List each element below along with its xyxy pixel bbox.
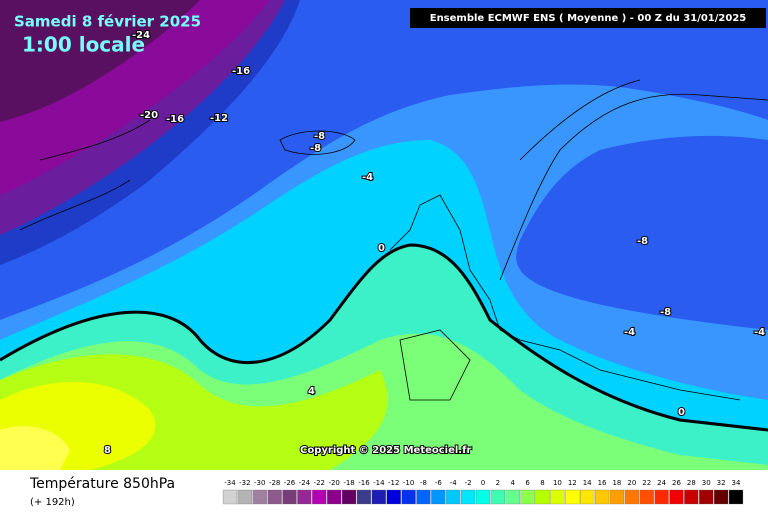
legend-swatch xyxy=(565,489,580,505)
contour-label: -24 xyxy=(132,30,150,41)
legend-label: 10 xyxy=(553,479,562,487)
contour-label: -12 xyxy=(210,113,228,124)
legend-swatch xyxy=(282,489,297,505)
legend-label: -28 xyxy=(269,479,280,487)
contour-label: 0 xyxy=(378,243,385,254)
legend-label: 22 xyxy=(642,479,651,487)
legend-label: 20 xyxy=(627,479,636,487)
legend-swatch xyxy=(461,489,476,505)
contour-label: -8 xyxy=(637,236,648,247)
model-run: Ensemble ECMWF ENS ( Moyenne ) - 00 Z du… xyxy=(430,13,747,24)
legend-label: 4 xyxy=(511,479,516,487)
legend-label: 18 xyxy=(612,479,621,487)
legend-swatch xyxy=(416,489,431,505)
contour-label: -4 xyxy=(362,172,373,183)
legend-swatch xyxy=(550,489,565,505)
legend-label: -6 xyxy=(435,479,443,487)
legend-label: -2 xyxy=(465,479,472,487)
contour-label: 4 xyxy=(308,386,315,397)
legend-label: 16 xyxy=(598,479,607,487)
legend-label: 6 xyxy=(525,479,530,487)
legend-label: 0 xyxy=(481,479,485,487)
forecast-date: Samedi 8 février 2025 xyxy=(14,13,201,31)
legend-label: 26 xyxy=(672,479,681,487)
legend-label: -4 xyxy=(450,479,458,487)
legend-swatch xyxy=(505,489,520,505)
legend-label: 30 xyxy=(702,479,711,487)
legend-swatch xyxy=(609,489,625,505)
legend-label: -18 xyxy=(343,479,354,487)
legend-label: 12 xyxy=(568,479,577,487)
legend-swatch xyxy=(267,489,282,505)
legend-swatch xyxy=(728,489,744,505)
legend-label: 8 xyxy=(540,479,544,487)
contour-label: -16 xyxy=(232,66,250,77)
contour-label: -4 xyxy=(754,327,765,338)
legend-swatch xyxy=(312,489,327,505)
legend-swatch xyxy=(237,489,252,505)
legend-swatch xyxy=(639,489,654,505)
legend-swatch xyxy=(475,489,491,505)
legend-swatch xyxy=(594,489,610,505)
legend-swatch xyxy=(222,489,238,505)
contour-label: -8 xyxy=(660,307,671,318)
legend-label: -26 xyxy=(284,479,296,487)
legend-label: -34 xyxy=(224,479,236,487)
legend-label: -16 xyxy=(358,479,370,487)
header-bar xyxy=(410,8,766,28)
legend-label: -14 xyxy=(373,479,385,487)
legend-label: -24 xyxy=(299,479,311,487)
contour-label: 8 xyxy=(104,445,111,456)
legend-swatch xyxy=(699,489,714,505)
forecast-time: 1:00 locale xyxy=(22,33,145,57)
legend-swatch xyxy=(386,489,401,505)
temperature-field xyxy=(0,0,768,471)
legend-label: 28 xyxy=(687,479,696,487)
legend-swatch xyxy=(431,489,446,505)
legend-swatch xyxy=(327,489,342,505)
contour-label: -20 xyxy=(140,110,158,121)
legend-label: 24 xyxy=(657,479,666,487)
contour-label: -8 xyxy=(310,143,321,154)
legend-label: 34 xyxy=(732,479,741,487)
field-title: Température 850hPa xyxy=(29,476,175,492)
legend-swatch xyxy=(401,489,416,505)
legend-label: -30 xyxy=(254,479,265,487)
legend-swatch xyxy=(535,489,550,505)
legend-swatch xyxy=(669,489,684,505)
legend-label: 14 xyxy=(583,479,592,487)
contour-label: -4 xyxy=(624,327,635,338)
legend-swatch xyxy=(252,489,267,505)
legend-swatch xyxy=(684,489,699,505)
copyright: Copyright © 2025 Meteociel.fr xyxy=(300,445,471,456)
legend-swatch xyxy=(580,489,595,505)
contour-label: 0 xyxy=(678,407,685,418)
legend-swatch xyxy=(341,489,357,505)
contour-label: -8 xyxy=(314,131,325,142)
lead-time: (+ 192h) xyxy=(30,497,75,508)
legend-swatch xyxy=(371,489,386,505)
contour-label: -16 xyxy=(166,114,184,125)
legend-swatch xyxy=(356,489,372,505)
coastlines xyxy=(19,79,768,401)
legend-swatch xyxy=(654,489,669,505)
legend-swatch xyxy=(490,489,505,505)
legend-label: -32 xyxy=(239,479,250,487)
legend-swatch xyxy=(297,489,312,505)
legend-swatch xyxy=(714,489,729,505)
legend-label: -10 xyxy=(403,479,414,487)
legend-label: -12 xyxy=(388,479,399,487)
legend-swatch xyxy=(520,489,535,505)
legend-label: -22 xyxy=(314,479,325,487)
legend-label: -20 xyxy=(328,479,339,487)
legend-label: 2 xyxy=(496,479,500,487)
legend-label: 32 xyxy=(717,479,726,487)
legend-label: -8 xyxy=(420,479,427,487)
legend-swatch xyxy=(446,489,461,505)
legend-swatch xyxy=(624,489,639,505)
